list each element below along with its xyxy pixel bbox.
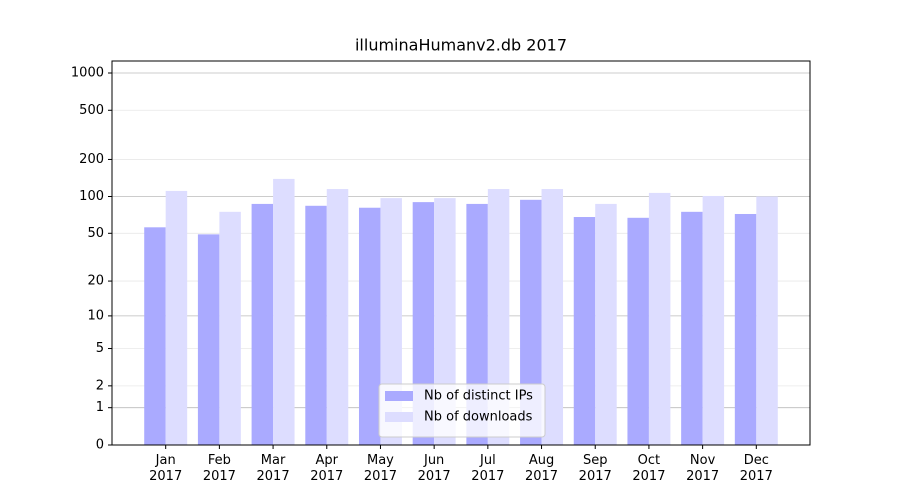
bar (380, 198, 402, 445)
x-tick-label: Dec 2017 (739, 453, 773, 484)
y-tick-label: 200 (79, 152, 104, 167)
x-tick-label: Apr 2017 (310, 453, 344, 484)
bar (734, 213, 757, 445)
x-tick-label: Jan 2017 (149, 453, 183, 484)
plot-frame (111, 60, 811, 446)
legend-swatch (385, 391, 413, 401)
y-tick-label: 5 (96, 341, 104, 356)
bar (681, 211, 703, 445)
bar (219, 211, 241, 445)
bar (434, 198, 456, 445)
legend-frame (378, 383, 546, 438)
bar (756, 196, 778, 445)
bar (627, 217, 649, 445)
bar (487, 189, 510, 445)
y-tick-label: 20 (87, 274, 104, 289)
x-tick-label: Oct 2017 (632, 453, 666, 484)
y-tick-label: 0 (96, 438, 104, 453)
y-tick-label: 500 (79, 103, 104, 118)
bar (702, 195, 725, 445)
bar (326, 189, 349, 445)
bar (305, 205, 327, 445)
chart-title: illuminaHumanv2.db 2017 (355, 36, 567, 55)
x-tick-label: Aug 2017 (524, 453, 559, 484)
bar (144, 227, 166, 445)
y-tick-label: 10 (87, 308, 104, 323)
bar (573, 217, 596, 445)
bar (595, 203, 617, 445)
x-tick-label: May 2017 (363, 453, 397, 484)
bar (358, 207, 381, 445)
x-tick-label: Feb 2017 (202, 453, 236, 484)
bar (251, 203, 274, 445)
bar (165, 190, 188, 445)
legend: Nb of distinct IPs Nb of downloads (378, 383, 546, 438)
bar (197, 234, 220, 445)
legend-label: Nb of distinct IPs (424, 389, 533, 404)
y-tick-label: 50 (87, 226, 104, 241)
y-tick-label: 100 (79, 189, 104, 204)
bar (541, 189, 564, 445)
x-tick-label: Nov 2017 (686, 453, 720, 484)
x-tick-label: Sep 2017 (578, 453, 612, 484)
x-tick-label: Jul 2017 (471, 453, 505, 484)
y-tick-label: 1000 (71, 66, 104, 81)
bar (273, 178, 295, 445)
legend-label: Nb of downloads (424, 410, 533, 425)
y-tick-label: 2 (96, 378, 104, 393)
x-tick-label: Mar 2017 (256, 453, 290, 484)
legend-swatch (385, 412, 413, 422)
y-tick-label: 1 (96, 400, 104, 415)
x-tick-label: Jun 2017 (417, 453, 451, 484)
bar (648, 192, 671, 445)
